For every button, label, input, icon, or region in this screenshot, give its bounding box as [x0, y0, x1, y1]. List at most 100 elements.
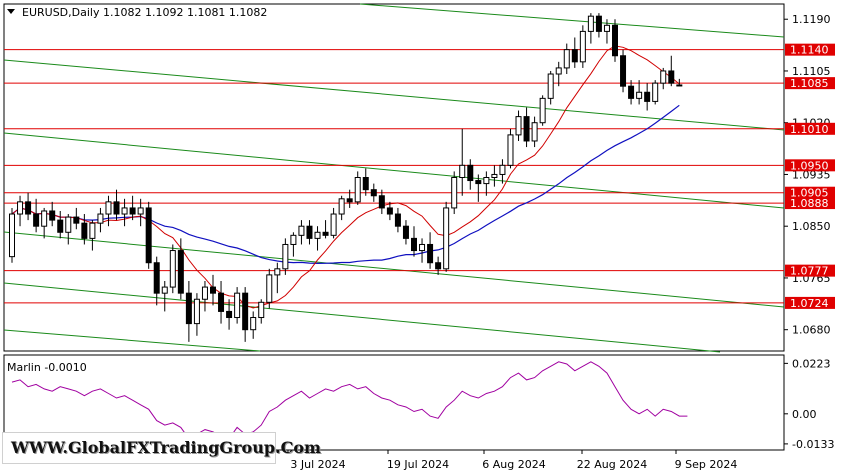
symbol-menu-icon[interactable]: [7, 9, 15, 14]
channel-line: [3, 231, 785, 308]
price-tick-label: 1.0680: [792, 324, 831, 337]
level-label-bg: [785, 296, 835, 309]
candle-body: [137, 207, 144, 215]
level-label-bg: [785, 159, 835, 172]
candle-body: [290, 234, 297, 245]
candle-body: [644, 91, 651, 102]
candle-body: [555, 67, 562, 75]
candle-body: [603, 24, 610, 32]
candle-body: [571, 49, 578, 63]
level-label: 1.0888: [790, 197, 829, 210]
candle-body: [201, 286, 208, 300]
candle-body: [41, 210, 48, 227]
candle-body: [523, 116, 530, 142]
watermark: WWW.GlobalFXTradingGroup.Com: [2, 432, 321, 464]
candle-body: [628, 85, 635, 99]
candle-body: [73, 216, 80, 224]
candle-body: [362, 177, 369, 191]
level-label: 1.0777: [790, 265, 829, 278]
candle-body: [587, 15, 594, 32]
moving-averages: [11, 45, 680, 309]
level-label: 1.1085: [790, 77, 829, 90]
candle-body: [121, 207, 128, 215]
candle-body: [354, 177, 361, 203]
candle-body: [97, 213, 104, 224]
channel-line: [3, 59, 785, 131]
channel-line: [3, 329, 261, 352]
date-axis: 3 Jul 2024 19 Jul 2024 6 Aug 2024 22 Aug 20…: [287, 450, 738, 471]
price-tick-label: 1.0935: [792, 168, 831, 181]
candle-body: [193, 298, 200, 325]
candle-body: [507, 134, 514, 166]
level-label: 1.0724: [790, 297, 829, 310]
candle-body: [306, 225, 313, 239]
candle-body: [531, 122, 538, 142]
candle-body: [491, 173, 498, 179]
candle-body: [298, 225, 305, 236]
date-label: 19 Jul 2024: [387, 458, 449, 471]
candle-body: [612, 24, 618, 57]
candle-body: [25, 201, 32, 215]
candle-body: [282, 243, 289, 270]
candle-body: [475, 180, 482, 185]
candle-body: [226, 310, 233, 319]
candle-body: [338, 198, 345, 215]
candle-body: [459, 164, 466, 178]
candle-body: [274, 268, 281, 276]
candle-body: [314, 231, 321, 239]
candle-body: [210, 286, 216, 294]
candle-body: [105, 201, 112, 215]
candle-body: [242, 292, 249, 331]
marlin-line: [11, 361, 688, 440]
candle-body: [33, 213, 40, 227]
candle-body: [483, 177, 490, 185]
candle-body: [81, 222, 88, 239]
candle-body: [378, 195, 385, 209]
price-tick-label: 1.1105: [792, 65, 831, 78]
candle-body: [660, 70, 667, 84]
level-label-bg: [785, 43, 835, 56]
candle-body: [386, 207, 393, 215]
candle-body: [451, 177, 458, 209]
candle-body: [563, 49, 570, 69]
candle-body: [394, 213, 401, 227]
candle-body: [547, 73, 554, 99]
level-label-bg: [785, 186, 835, 199]
fast-ma-line: [11, 45, 680, 309]
candle-body: [370, 189, 377, 197]
level-label: 1.0950: [790, 159, 829, 172]
candle-body: [652, 82, 659, 102]
candle-body: [49, 210, 56, 221]
candle-body: [57, 219, 64, 233]
candle-body: [17, 201, 24, 215]
level-label: 1.0905: [790, 187, 829, 200]
candle-body: [499, 164, 506, 175]
level-label-bg: [785, 264, 835, 277]
candle-body: [161, 286, 168, 294]
date-label: 9 Sep 2024: [675, 458, 738, 471]
candle-body: [443, 207, 450, 270]
candle-body: [467, 164, 474, 182]
price-axis: 1.11901.11051.10201.09351.08501.07651.06…: [784, 0, 841, 475]
candle-body: [620, 55, 627, 87]
channel-lines: [3, 3, 785, 353]
candle-body: [322, 231, 329, 236]
date-label: 6 Aug 2024: [482, 458, 545, 471]
candle-body: [145, 207, 152, 264]
candle-body: [435, 262, 442, 270]
indicator-name: Marlin -0.0010: [7, 361, 87, 374]
price-tick-label: 1.0850: [792, 220, 831, 233]
main-pane-frame: [3, 3, 785, 352]
candle-body: [185, 292, 192, 325]
candle-body: [636, 91, 643, 99]
candles: [9, 13, 683, 342]
candle-body: [113, 201, 120, 215]
candle-body: [153, 262, 160, 294]
candle-body: [129, 207, 136, 215]
candle-body: [346, 198, 353, 203]
candle-body: [539, 97, 546, 124]
channel-line: [359, 3, 785, 38]
level-label-bg: [785, 197, 835, 210]
candle-body: [427, 243, 434, 264]
slow-ma-line: [11, 104, 680, 265]
